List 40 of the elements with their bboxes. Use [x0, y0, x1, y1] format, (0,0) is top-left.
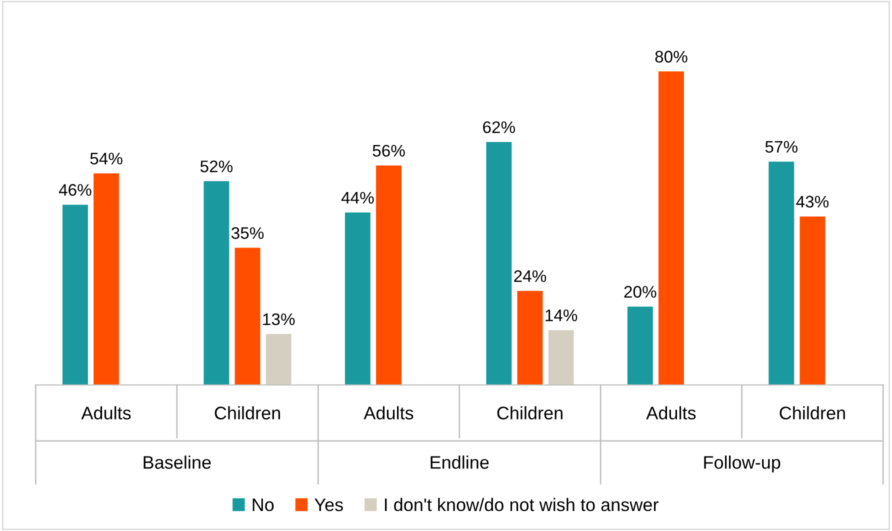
bar [62, 204, 88, 385]
data-label: 24% [514, 270, 546, 282]
x-tick-label: Children [497, 406, 562, 420]
bar [627, 306, 653, 385]
data-label: 80% [655, 50, 688, 63]
bar [517, 290, 543, 385]
text: Baseline [144, 456, 211, 469]
data-label: 44% [341, 192, 374, 204]
x-tick-label: Adults [81, 406, 131, 420]
data-label: 13% [263, 313, 295, 326]
text: Endline [430, 456, 489, 469]
x-tick-label: Adults [646, 406, 696, 420]
data-label: 56% [372, 144, 405, 157]
data-label: 62% [483, 121, 516, 134]
data-label: 57% [765, 140, 798, 153]
bar [768, 162, 794, 385]
bar [800, 216, 826, 385]
x-tick-label: Children [214, 406, 280, 420]
bar [344, 212, 370, 385]
legend-label: Yes [314, 498, 343, 512]
data-label: 14% [546, 310, 578, 322]
bar [204, 181, 230, 385]
bar [376, 165, 402, 385]
data-label: 54% [90, 152, 122, 164]
data-label: 35% [231, 227, 264, 239]
bar [548, 330, 574, 385]
data-label: 46% [58, 184, 92, 196]
data-label: 20% [624, 286, 656, 298]
bar [266, 334, 292, 385]
data-label: 43% [796, 196, 829, 208]
bar [658, 71, 684, 385]
x-tick-label: Adults [364, 406, 414, 420]
legend-label: No [252, 498, 274, 512]
text: Follow-up [704, 456, 780, 472]
bar [94, 173, 120, 385]
bar [486, 142, 512, 385]
data-label: 52% [200, 160, 233, 172]
legend-label: I don't know/do not wish to answer [384, 498, 658, 512]
x-tick-label: Children [780, 406, 845, 420]
bar [234, 248, 260, 385]
